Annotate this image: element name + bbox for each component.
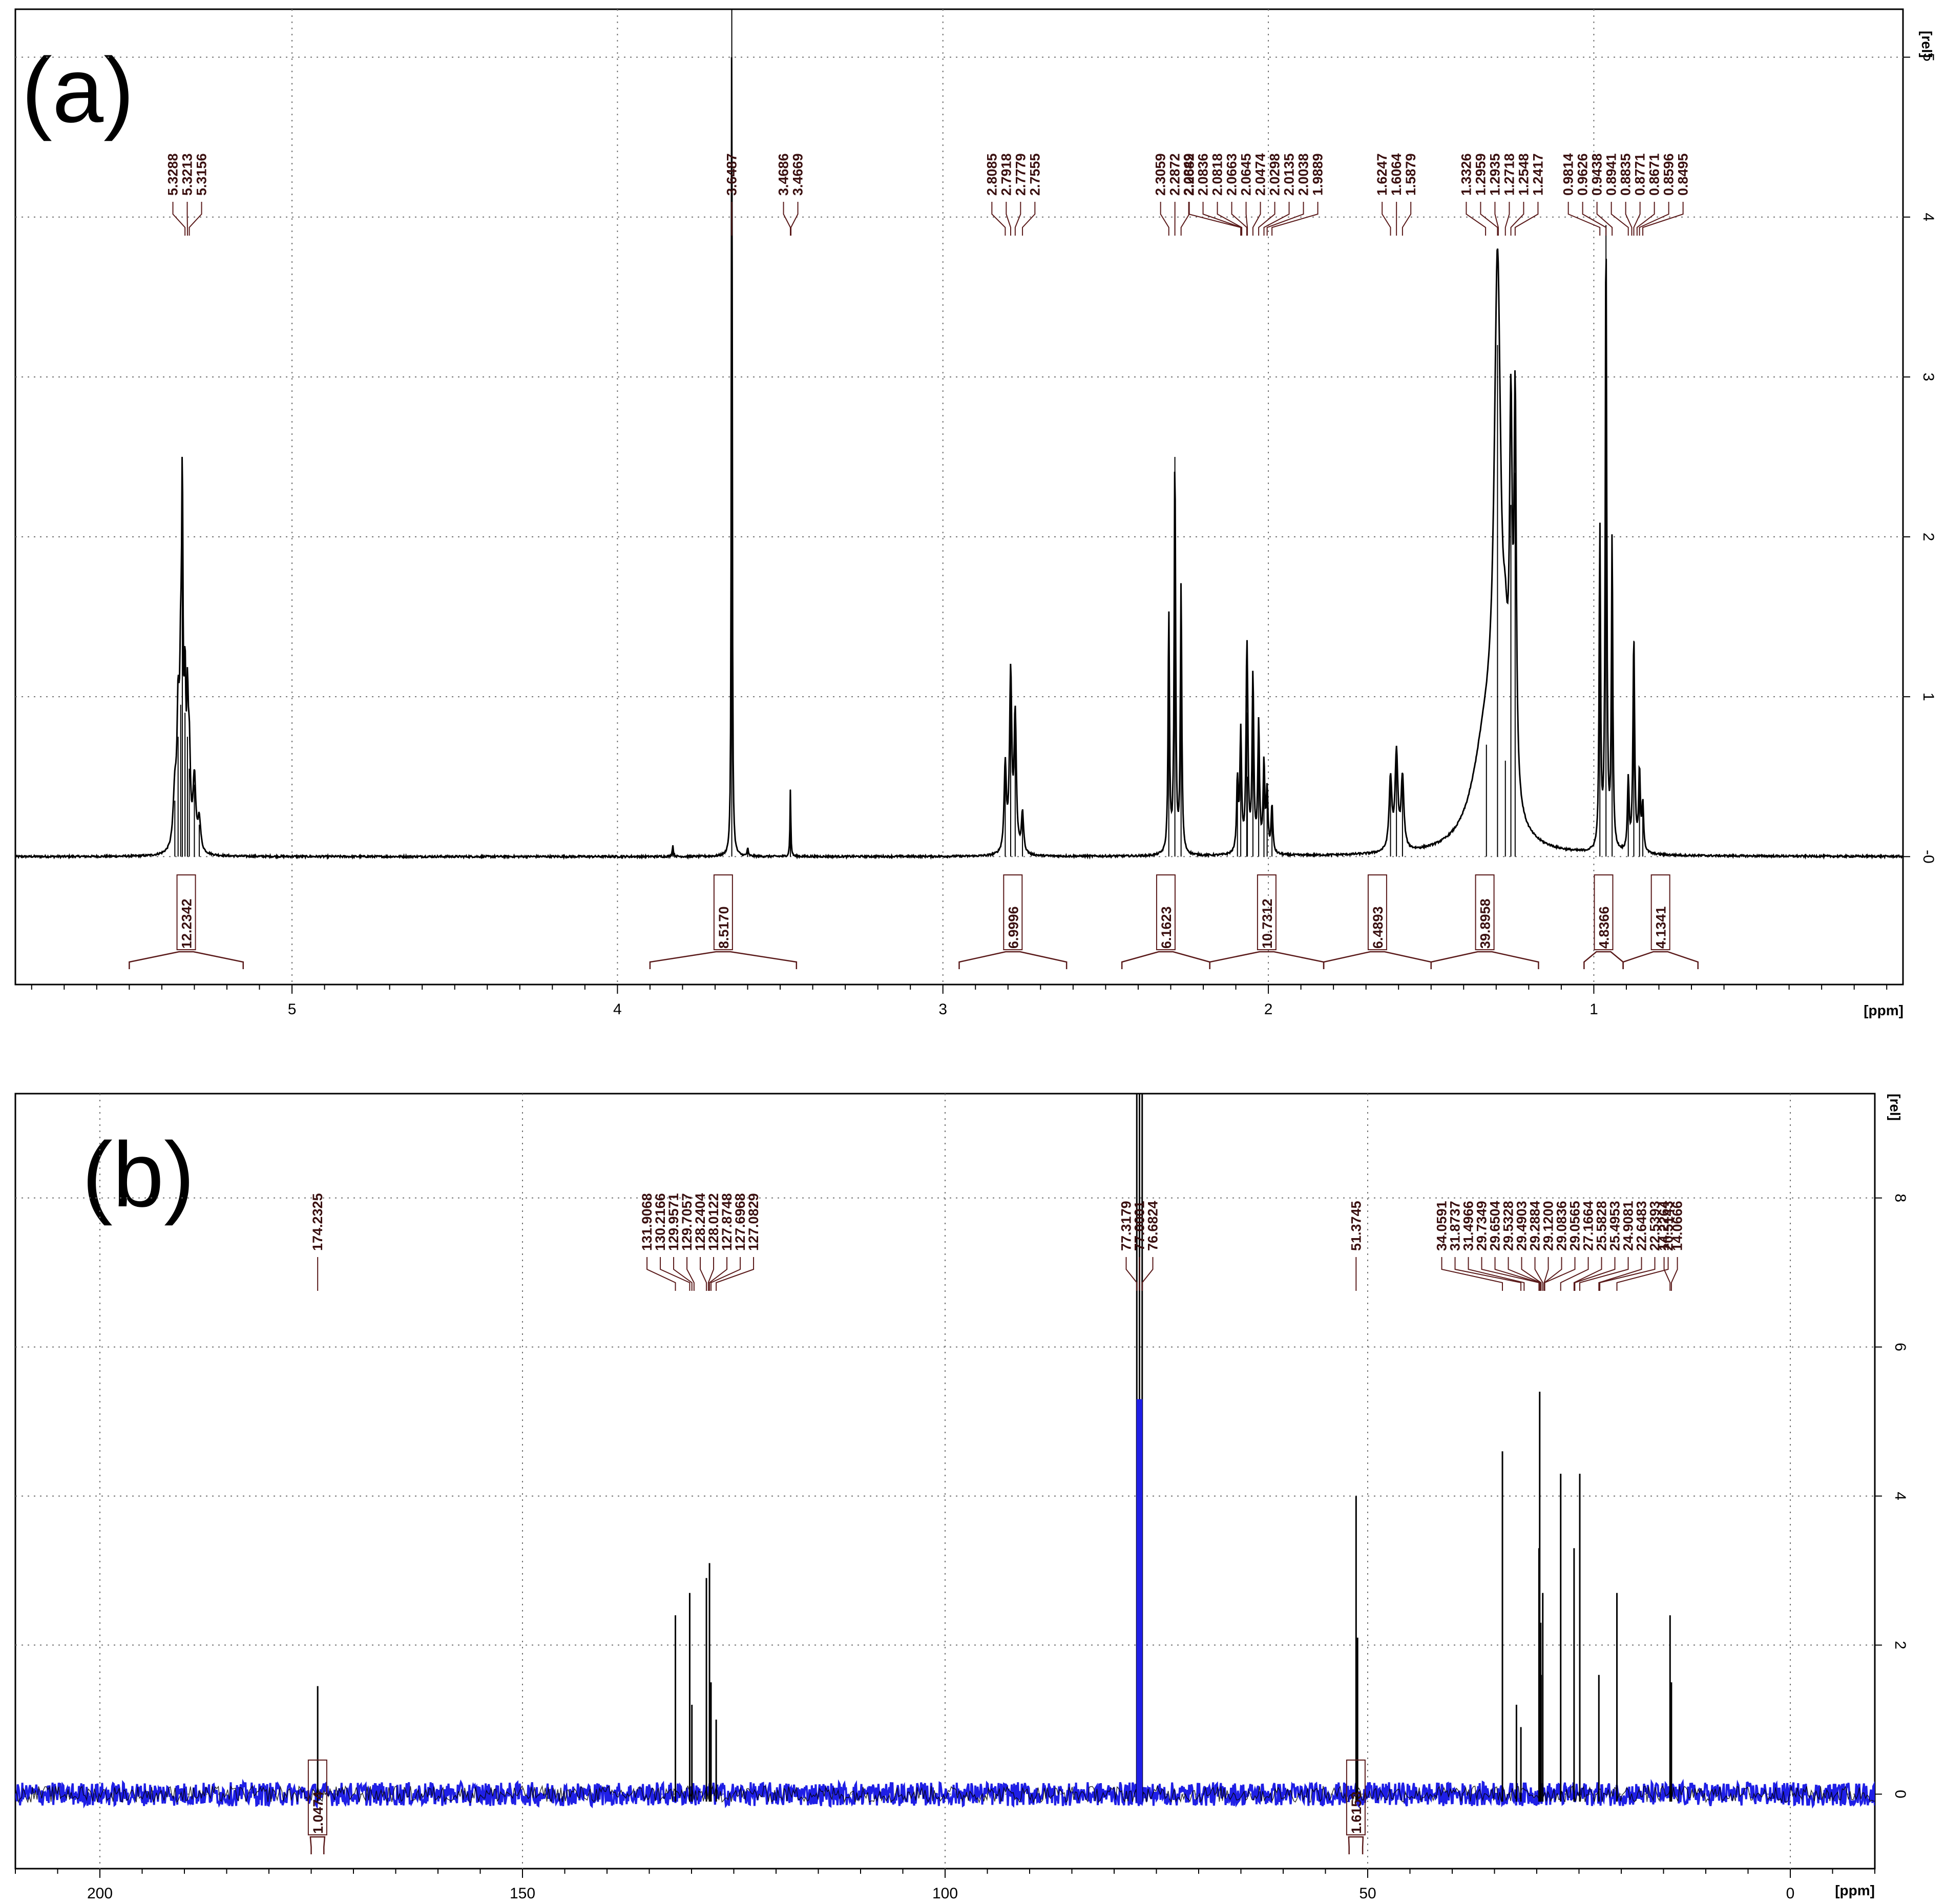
peak-label: 1.6064 [1389, 153, 1404, 196]
peak-label: 2.0663 [1224, 153, 1240, 196]
peak-label: 0.8671 [1647, 153, 1662, 196]
peak-label: 127.0829 [746, 1193, 761, 1251]
peak-label: 1.2959 [1473, 153, 1488, 196]
peak-label: 1.2548 [1516, 153, 1531, 196]
y-tick-label: 8 [1892, 1194, 1909, 1202]
x-tick-label: 1 [1590, 1001, 1598, 1018]
peak-label: 0.8596 [1661, 153, 1677, 196]
x-tick-label: 4 [613, 1001, 622, 1018]
peak-label: 3.4686 [776, 153, 791, 196]
peak-label: 14.0666 [1670, 1201, 1685, 1251]
integral-label: 4.8366 [1596, 906, 1612, 949]
peak-label: 2.0298 [1267, 153, 1283, 196]
peak-label: 2.0645 [1239, 153, 1254, 196]
peak-label: 0.8495 [1676, 153, 1691, 196]
y-tick-label: 4 [1920, 213, 1937, 221]
panel-a-x-unit: [ppm] [1864, 1002, 1904, 1018]
y-tick-label: 0 [1892, 1790, 1909, 1798]
panel-a-label: (a) [22, 39, 134, 142]
y-tick-label: 2 [1920, 533, 1937, 541]
x-tick-label: 50 [1359, 1885, 1376, 1902]
peak-label: 2.0135 [1282, 153, 1297, 196]
peak-label: 1.5879 [1403, 153, 1418, 196]
integral-label: 6.1623 [1159, 906, 1174, 949]
peak-label: 0.9438 [1590, 153, 1605, 196]
peak-label: 76.6824 [1145, 1201, 1160, 1251]
integral-label: 39.8958 [1478, 898, 1493, 949]
peak-label: 1.2935 [1487, 153, 1502, 196]
peak-label: 5.3213 [180, 153, 195, 196]
peak-label: 5.3156 [194, 153, 210, 196]
integral-label: 6.9996 [1006, 906, 1021, 949]
integral-label: 4.1341 [1654, 906, 1669, 949]
peak-label: 0.9814 [1561, 153, 1576, 196]
peak-label: 2.0818 [1210, 153, 1225, 196]
integral-label: 6.4893 [1370, 906, 1386, 949]
x-tick-label: 5 [288, 1001, 297, 1018]
peak-label: 1.2417 [1530, 153, 1545, 196]
peak-label: 5.3288 [165, 153, 181, 196]
x-tick-label: 100 [932, 1885, 958, 1902]
peak-label: 174.2325 [310, 1193, 325, 1251]
x-tick-label: 0 [1786, 1885, 1795, 1902]
x-tick-label: 2 [1264, 1001, 1273, 1018]
y-tick-label: 3 [1920, 373, 1937, 382]
peak-label: 2.0474 [1253, 153, 1268, 196]
x-tick-label: 200 [87, 1885, 113, 1902]
peak-label: 51.3745 [1348, 1201, 1364, 1251]
peak-label: 2.7555 [1027, 153, 1042, 196]
panel-b-label: (b) [82, 1123, 195, 1226]
peak-label: 3.4669 [790, 153, 806, 196]
integral-label: 10.7312 [1260, 898, 1275, 949]
integral-label: 1.0474 [310, 1791, 326, 1834]
peak-label: 1.6247 [1374, 153, 1390, 196]
peak-label: 2.3059 [1153, 153, 1168, 196]
peak-label: 0.8771 [1633, 153, 1648, 196]
peak-label: 2.7779 [1013, 153, 1028, 196]
solvent-fill [1137, 1399, 1143, 1802]
y-tick-label: 6 [1892, 1343, 1909, 1351]
x-tick-label: 3 [938, 1001, 947, 1018]
peak-label: 2.7918 [998, 153, 1014, 196]
peak-label: 3.6487 [724, 153, 740, 196]
integral-label: 8.5170 [716, 906, 731, 949]
peak-label: 2.0836 [1196, 153, 1211, 196]
y-tick-label: 1 [1920, 693, 1937, 701]
peak-label: 2.2872 [1167, 153, 1183, 196]
y-tick-label: 2 [1892, 1641, 1909, 1649]
x-tick-label: 150 [510, 1885, 535, 1902]
integral-label: 12.2342 [179, 898, 195, 949]
peak-label: 2.0849 [1181, 153, 1197, 196]
peak-label: 0.8941 [1604, 153, 1619, 196]
y-tick-label: -0 [1920, 850, 1937, 864]
peak-label: 2.0038 [1296, 153, 1311, 196]
y-tick-label: 4 [1892, 1492, 1909, 1500]
peak-label: 2.8085 [984, 153, 999, 196]
integral-label: 1.6153 [1349, 1791, 1364, 1834]
peak-label: 1.2718 [1501, 153, 1517, 196]
peak-label: 1.3326 [1458, 153, 1474, 196]
panel-b-x-unit: [ppm] [1835, 1882, 1875, 1898]
y-tick-label: 5 [1920, 53, 1937, 61]
panel-b-y-unit: [rel] [1887, 1094, 1903, 1121]
peak-label: 0.9626 [1575, 153, 1591, 196]
peak-label: 1.9889 [1310, 153, 1326, 196]
peak-label: 0.8835 [1618, 153, 1634, 196]
